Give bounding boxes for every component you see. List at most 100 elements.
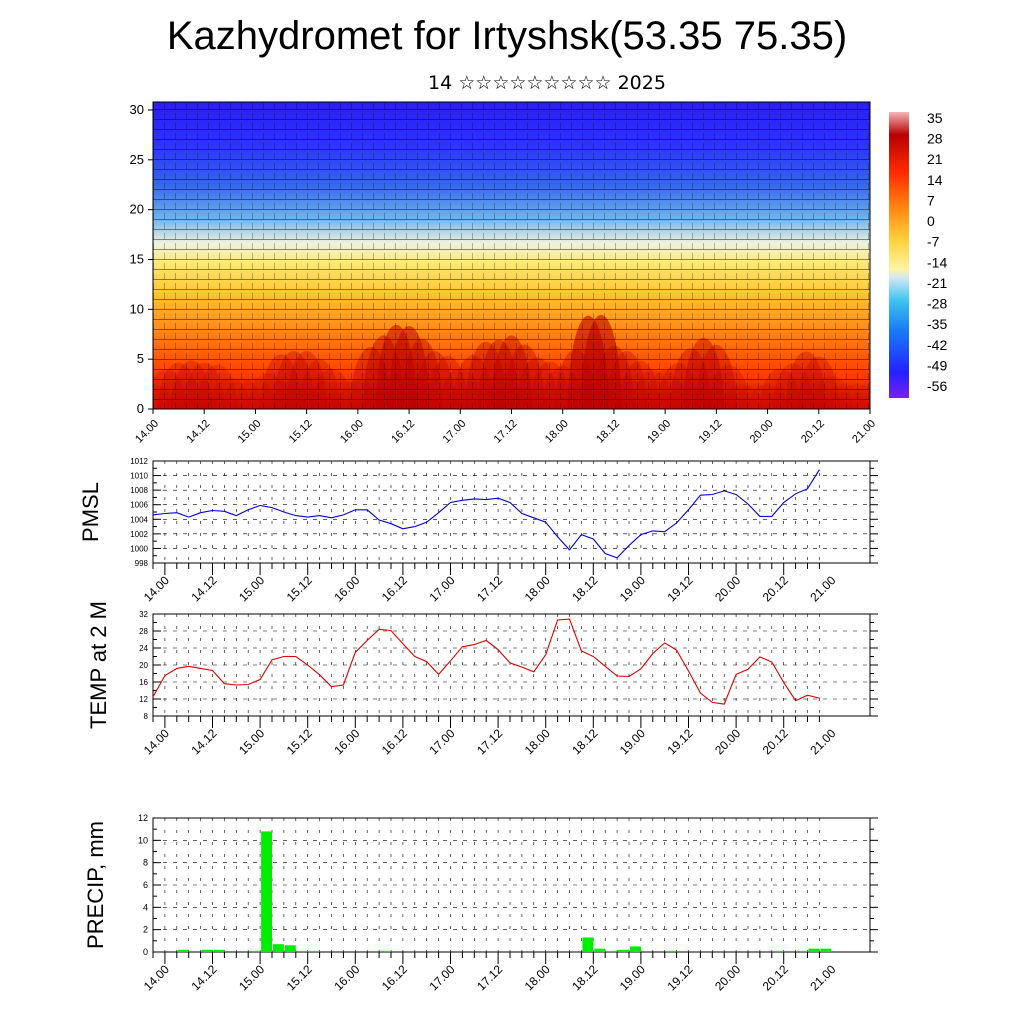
precip-panel-bar [273,944,284,952]
temp-panel-series-line [152,618,820,705]
pmsl-panel: 998 1000 1002 1004 1006 1008 1010 1012 14.00 14.1… [78,457,878,604]
precip-panel-bar [380,950,391,952]
wind-barbs [153,102,870,409]
temp-panel-x-tick-label: 15.00 [236,726,267,757]
precip-panel-bar [630,946,641,952]
temp-panel-x-tick-label: 19.00 [617,726,648,757]
temp-panel-y-tick-label: 16 [139,678,148,687]
pmsl-panel-y-tick-label: 1006 [130,501,148,510]
colorbar-tick-label: -56 [927,378,947,394]
heatmap-y-tick-label: 20 [130,202,144,217]
heatmap-x-tick-label: 20.00 [748,418,776,446]
precip-panel-bar [213,949,225,952]
temp-panel-x-tick-label: 14.12 [188,726,219,757]
heatmap-y-tick-label: 10 [130,301,144,316]
pmsl-panel-x-tick-label: 20.00 [712,573,743,604]
precip-panel-bar [820,948,832,952]
heatmap-x-tick-label: 16.00 [338,418,366,446]
colorbar-scale [889,112,909,398]
pmsl-panel-y-tick-label: 1012 [130,457,148,466]
temp-panel-x-tick-label: 17.12 [474,726,505,757]
precip-panel-bar [249,950,261,952]
precip-panel-x-tick-label: 16.00 [331,962,362,993]
precip-panel-x-tick-label: 19.00 [617,962,648,993]
precip-panel-x-tick-label: 17.00 [426,962,457,993]
heatmap-y-tick-label: 5 [137,351,144,366]
heatmap-x-tick-label: 16.12 [389,418,417,446]
temp-panel-x-tick-label: 19.12 [664,726,695,757]
pmsl-panel-x-tick-label: 19.00 [617,573,648,604]
pmsl-panel-y-tick-label: 1010 [130,472,148,481]
colorbar-tick-label: -14 [927,254,947,270]
precip-panel-bar [582,937,594,952]
pmsl-panel-y-tick-label: 1000 [130,544,148,553]
precip-panel-x-tick-label: 21.00 [807,962,838,993]
pmsl-panel-x-tick-label: 21.00 [807,573,838,604]
precip-panel: 0 2 4 6 8 10 12 14.00 14.12 15.00 15.12 16.00 16.12 1… [83,813,878,993]
temp-panel-y-tick-label: 8 [144,712,149,721]
pmsl-panel-x-tick-label: 20.12 [760,573,791,604]
temp-panel-x-tick-label: 15.12 [284,726,315,757]
precip-panel-bar [296,950,308,952]
precip-panel-bar [261,831,272,952]
temp-panel-y-tick-label: 20 [139,661,148,670]
precip-panel-y-tick-label: 6 [143,880,148,890]
heatmap-x-tick-label: 19.12 [697,418,725,446]
heatmap-x-tick-label: 18.00 [543,418,571,446]
precip-panel-bar [606,950,618,952]
precip-panel-y-tick-label: 0 [143,947,148,957]
colorbar: 35 28 21 14 7 0 -7 -14 -21 -28 -35 -42 -49 -56 [889,110,947,398]
heatmap-x-tick-label: 21.00 [850,418,878,446]
precip-panel-y-tick-label: 10 [138,835,148,845]
precip-panel-bar [796,950,808,952]
colorbar-tick-label: 35 [927,110,943,126]
precip-panel-x-tick-label: 17.12 [474,962,505,993]
colorbar-tick-label: -28 [927,296,947,312]
precip-panel-bar [308,950,320,952]
precip-panel-x-tick-label: 19.12 [664,962,695,993]
heatmap-x-tick-label: 15.12 [287,418,315,446]
heatmap-x-tick-label: 14.00 [133,418,161,446]
colorbar-tick-label: 28 [927,131,943,147]
precip-panel-frame [152,817,871,953]
colorbar-tick-label: -49 [927,357,947,373]
colorbar-tick-label: -42 [927,337,947,353]
precip-panel-bar [665,950,677,952]
precip-panel-bar [618,949,629,952]
pmsl-panel-y-tick-label: 1008 [130,486,148,495]
pmsl-panel-x-tick-label: 14.12 [188,573,219,604]
pmsl-panel-x-tick-label: 17.12 [474,573,505,604]
colorbar-tick-label: 21 [927,151,943,167]
colorbar-tick-label: 14 [927,172,943,188]
chart-subtitle: 14 ☆☆☆☆☆☆☆☆☆ 2025 [428,72,666,94]
heatmap-y-tick-label: 15 [130,251,144,266]
heatmap-x-tick-label: 20.12 [799,418,827,446]
heatmap-x-tick-label: 18.12 [594,418,622,446]
temp-panel: 8 12 16 20 24 28 32 14.00 14.12 15.00 15.12 16.00 16… [86,601,878,757]
precip-panel-x-tick-label: 16.12 [379,962,410,993]
precip-panel-bar [177,949,189,952]
temp-panel-x-tick-label: 18.12 [569,726,600,757]
precip-panel-bar [808,948,820,952]
heatmap-y-tick-label: 25 [130,152,144,167]
precip-panel-y-axis-label: PRECIP, mm [83,821,108,949]
pmsl-panel-frame [152,460,871,564]
heatmap-x-tick-label: 17.00 [440,418,468,446]
temp-panel-x-tick-label: 18.00 [522,726,553,757]
precip-panel-x-tick-label: 18.00 [522,962,553,993]
precip-panel-y-tick-label: 4 [143,902,148,912]
pmsl-panel-x-tick-label: 14.00 [141,573,172,604]
precip-panel-bar [772,950,784,952]
temp-panel-x-tick-label: 21.00 [807,726,838,757]
colorbar-tick-label: -35 [927,316,947,332]
colorbar-tick-label: 0 [927,213,935,229]
precip-panel-y-tick-label: 12 [138,813,148,823]
pmsl-panel-x-tick-label: 16.12 [379,573,410,604]
heatmap-y-tick-label: 0 [137,401,144,416]
precip-panel-x-tick-label: 15.12 [284,962,315,993]
pmsl-panel-series-line [152,469,820,559]
temp-panel-x-tick-label: 14.00 [141,726,172,757]
pmsl-panel-y-tick-label: 1004 [130,515,148,524]
temp-panel-y-tick-label: 28 [139,627,148,636]
pmsl-panel-x-tick-label: 15.00 [236,573,267,604]
